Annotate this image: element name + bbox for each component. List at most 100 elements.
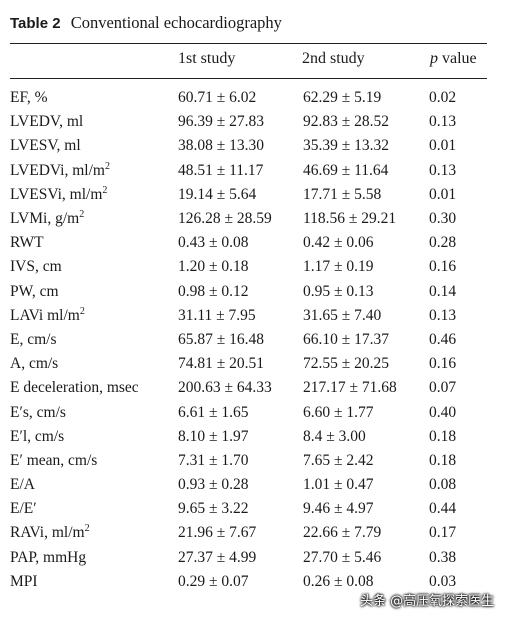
second-study-value: 0.26 ± 0.08 [303, 572, 374, 590]
first-study-value: 0.98 ± 0.12 [178, 282, 249, 300]
p-value: 0.38 [429, 548, 457, 566]
first-study-value: 126.28 ± 28.59 [178, 210, 272, 228]
table-row: LVEDV, ml 96.39 ± 27.83 92.83 ± 28.52 0.13 [10, 110, 487, 134]
unit-exponent: 2 [84, 523, 90, 535]
first-study-value: 0.29 ± 0.07 [178, 572, 249, 590]
parameter-cell: LVEDV, ml [10, 110, 178, 134]
first-study-value: 74.81 ± 20.51 [178, 355, 265, 373]
parameter-name: MPI [10, 572, 38, 590]
p-value: 0.14 [429, 282, 457, 300]
parameter-name: IVS, cm [10, 258, 62, 276]
p-value: 0.08 [429, 476, 457, 494]
unit-exponent: 2 [104, 160, 110, 172]
p-value: 0.01 [429, 137, 457, 155]
parameter-cell: LAVi ml/m2 [10, 304, 178, 328]
second-study-value: 35.39 ± 13.32 [303, 137, 390, 155]
first-study-value: 31.11 ± 7.95 [178, 306, 256, 324]
second-study-value: 27.70 ± 5.46 [303, 548, 382, 566]
parameter-name: EF, % [10, 89, 48, 107]
parameter-cell: MPI [10, 570, 178, 594]
table-row: LVEDVi, ml/m2 48.51 ± 11.17 46.69 ± 11.64 0… [10, 159, 487, 183]
parameter-name: LVEDV, ml [10, 113, 84, 131]
table-row: E′ mean, cm/s 7.31 ± 1.70 7.65 ± 2.42 0.18 [10, 449, 487, 473]
table-body: EF, % 60.71 ± 6.02 62.29 ± 5.19 0.02 LVEDV, … [10, 86, 487, 594]
p-value: 0.13 [429, 161, 457, 179]
parameter-name: LVMi, g/m [10, 210, 80, 228]
second-study-value: 46.69 ± 11.64 [303, 161, 389, 179]
second-study-value: 118.56 ± 29.21 [303, 210, 397, 228]
table-row: E deceleration, msec 200.63 ± 64.33 217.17… [10, 376, 487, 400]
parameter-cell: E deceleration, msec [10, 376, 178, 400]
first-study-value: 65.87 ± 16.48 [178, 330, 265, 348]
column-header-p-value: p value [430, 50, 477, 68]
parameter-name: E/A [10, 476, 35, 494]
table-row: E, cm/s 65.87 ± 16.48 66.10 ± 17.37 0.46 [10, 328, 487, 352]
p-value: 0.03 [429, 572, 457, 590]
first-study-value: 38.08 ± 13.30 [178, 137, 265, 155]
table-row: A, cm/s 74.81 ± 20.51 72.55 ± 20.25 0.16 [10, 352, 487, 376]
table-row: MPI 0.29 ± 0.07 0.26 ± 0.08 0.03 [10, 570, 487, 594]
first-study-value: 1.20 ± 0.18 [178, 258, 249, 276]
second-study-value: 217.17 ± 71.68 [303, 379, 397, 397]
table-row: E′l, cm/s 8.10 ± 1.97 8.4 ± 3.00 0.18 [10, 425, 487, 449]
p-value: 0.28 [429, 234, 457, 252]
table-row: LVESVi, ml/m2 19.14 ± 5.64 17.71 ± 5.58 0.0… [10, 183, 487, 207]
p-value: 0.44 [429, 500, 457, 518]
parameter-name: RAVi, ml/m [10, 524, 85, 542]
parameter-cell: LVEDVi, ml/m2 [10, 159, 178, 183]
parameter-name: E deceleration, msec [10, 379, 139, 397]
parameter-name: RWT [10, 234, 44, 252]
unit-exponent: 2 [79, 209, 85, 221]
p-value: 0.01 [429, 185, 457, 203]
unit-exponent: 2 [102, 184, 108, 196]
parameter-name: LAVi ml/m [10, 306, 80, 324]
table-row: LAVi ml/m2 31.11 ± 7.95 31.65 ± 7.40 0.13 [10, 304, 487, 328]
parameter-name: LVESV, ml [10, 137, 81, 155]
table-row: RAVi, ml/m2 21.96 ± 7.67 22.66 ± 7.79 0.17 [10, 521, 487, 545]
table-row: E/A 0.93 ± 0.28 1.01 ± 0.47 0.08 [10, 473, 487, 497]
second-study-value: 0.42 ± 0.06 [303, 234, 374, 252]
first-study-value: 21.96 ± 7.67 [178, 524, 257, 542]
first-study-value: 27.37 ± 4.99 [178, 548, 257, 566]
first-study-value: 0.43 ± 0.08 [178, 234, 249, 252]
second-study-value: 6.60 ± 1.77 [303, 403, 374, 421]
parameter-cell: EF, % [10, 86, 178, 110]
parameter-name: E′ mean, cm/s [10, 451, 98, 469]
first-study-value: 6.61 ± 1.65 [178, 403, 249, 421]
parameter-cell: RWT [10, 231, 178, 255]
first-study-value: 7.31 ± 1.70 [178, 451, 249, 469]
second-study-value: 22.66 ± 7.79 [303, 524, 382, 542]
second-study-value: 7.65 ± 2.42 [303, 451, 374, 469]
table-row: EF, % 60.71 ± 6.02 62.29 ± 5.19 0.02 [10, 86, 487, 110]
column-header-second-study: 2nd study [302, 50, 365, 67]
parameter-name: LVEDVi, ml/m [10, 161, 105, 179]
p-value: 0.30 [429, 210, 457, 228]
parameter-name: E′l, cm/s [10, 427, 65, 445]
p-value: 0.17 [429, 524, 457, 542]
parameter-name: E′s, cm/s [10, 403, 66, 421]
parameter-cell: LVESV, ml [10, 134, 178, 158]
parameter-cell: E′ mean, cm/s [10, 449, 178, 473]
parameter-cell: E/A [10, 473, 178, 497]
table-caption: Table 2 Conventional echocardiography [10, 13, 282, 33]
table-row: PAP, mmHg 27.37 ± 4.99 27.70 ± 5.46 0.38 [10, 546, 487, 570]
parameter-name: A, cm/s [10, 355, 59, 373]
second-study-value: 9.46 ± 4.97 [303, 500, 374, 518]
parameter-cell: E/E′ [10, 497, 178, 521]
table-row: IVS, cm 1.20 ± 0.18 1.17 ± 0.19 0.16 [10, 255, 487, 279]
table-row: PW, cm 0.98 ± 0.12 0.95 ± 0.13 0.14 [10, 280, 487, 304]
parameter-name: E/E′ [10, 500, 37, 518]
header-rule [10, 78, 487, 79]
p-value: 0.46 [429, 330, 457, 348]
second-study-value: 1.01 ± 0.47 [303, 476, 374, 494]
parameter-cell: LVESVi, ml/m2 [10, 183, 178, 207]
p-value: 0.18 [429, 427, 457, 445]
parameter-cell: IVS, cm [10, 255, 178, 279]
top-rule [10, 43, 487, 44]
p-value: 0.02 [429, 89, 457, 107]
second-study-value: 1.17 ± 0.19 [303, 258, 374, 276]
first-study-value: 60.71 ± 6.02 [178, 89, 257, 107]
parameter-cell: LVMi, g/m2 [10, 207, 178, 231]
table-row: LVESV, ml 38.08 ± 13.30 35.39 ± 13.32 0.01 [10, 134, 487, 158]
parameter-cell: PW, cm [10, 280, 178, 304]
